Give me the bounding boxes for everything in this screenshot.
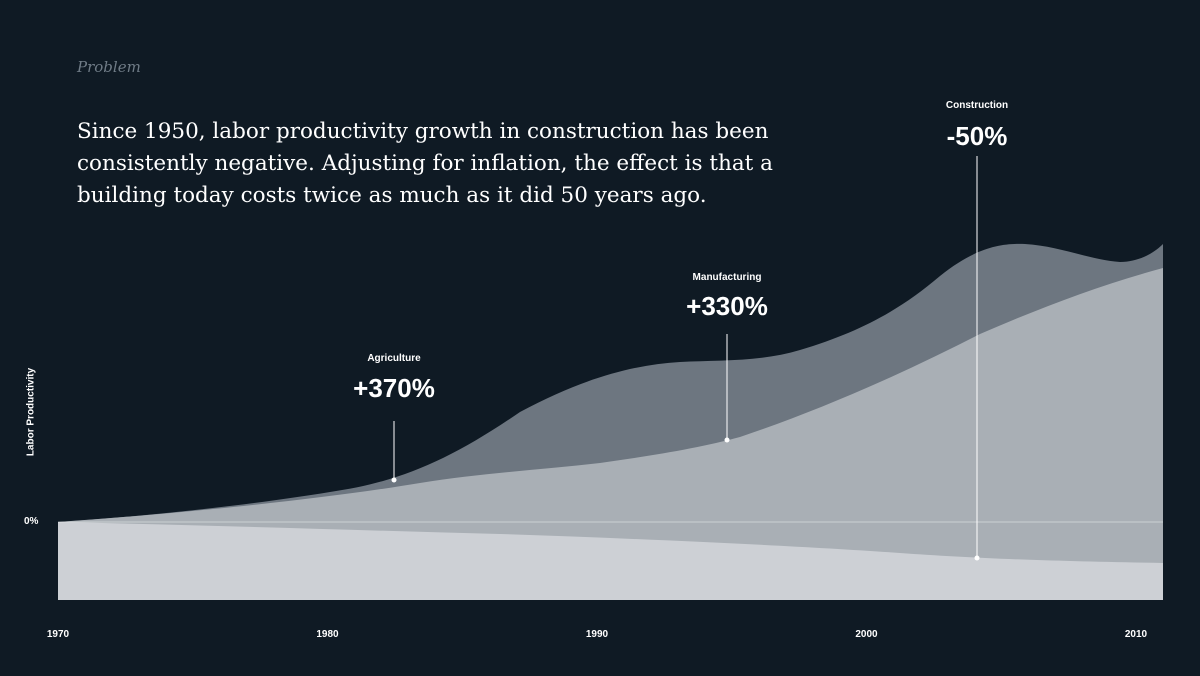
area-band-middle [58, 268, 1163, 600]
x-axis: 1970 1980 1990 2000 2010 [47, 629, 1148, 640]
section-label: Problem [77, 58, 141, 76]
annotation-value: -50% [947, 121, 1008, 151]
x-tick-label: 1970 [47, 629, 70, 640]
annotation-name: Agriculture [367, 353, 421, 364]
x-tick-label: 2000 [855, 629, 878, 640]
x-tick-label: 1980 [316, 629, 339, 640]
annotation-marker [974, 555, 980, 561]
annotation-manufacturing: Manufacturing +330% [686, 272, 768, 443]
annotation-value: +330% [686, 291, 768, 321]
area-band-lower [58, 522, 1163, 600]
annotation-construction: Construction -50% [946, 100, 1008, 561]
y-zero-label: 0% [24, 516, 39, 527]
annotation-marker [391, 477, 397, 483]
annotation-name: Construction [946, 100, 1008, 111]
annotation-name: Manufacturing [693, 272, 762, 283]
annotation-agriculture: Agriculture +370% [353, 353, 435, 483]
x-tick-label: 2010 [1125, 629, 1148, 640]
headline: Since 1950, labor productivity growth in… [77, 119, 773, 208]
annotation-value: +370% [353, 373, 435, 403]
x-tick-label: 1990 [586, 629, 609, 640]
annotation-marker [724, 437, 730, 443]
